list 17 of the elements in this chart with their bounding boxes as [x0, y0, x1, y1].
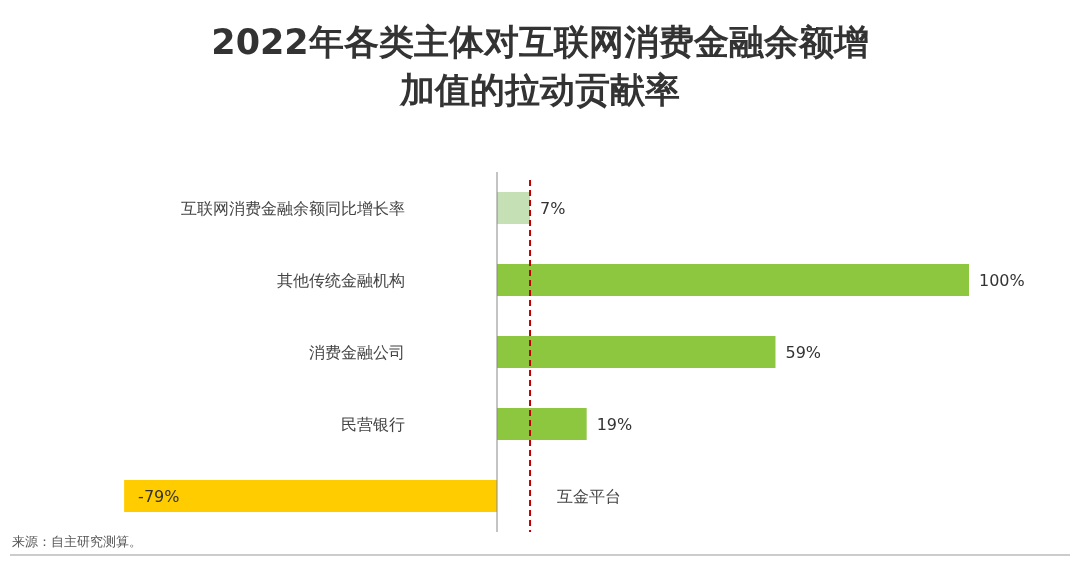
data-label: 19% [596, 415, 633, 434]
y-tick-label: 消费金融公司 [309, 343, 405, 362]
bar [497, 192, 531, 224]
source-note: 来源：自主研究测算。 [12, 534, 142, 549]
y-tick-label: 互联网消费金融余额同比增长率 [181, 199, 405, 218]
chart-title: 2022年各类主体对互联网消费金融余额增加值的拉动贡献率 [210, 21, 870, 112]
y-tick-label: 其他传统金融机构 [277, 271, 405, 290]
y-tick-label: 互金平台 [557, 487, 621, 506]
data-label: 59% [785, 343, 822, 362]
data-label: 100% [979, 271, 1025, 290]
bar [497, 408, 587, 440]
data-label: -79% [138, 487, 180, 506]
y-tick-label: 民营银行 [341, 415, 405, 434]
bar [497, 336, 776, 368]
bar [497, 264, 969, 296]
bar [124, 480, 497, 512]
data-label: 7% [540, 199, 566, 218]
